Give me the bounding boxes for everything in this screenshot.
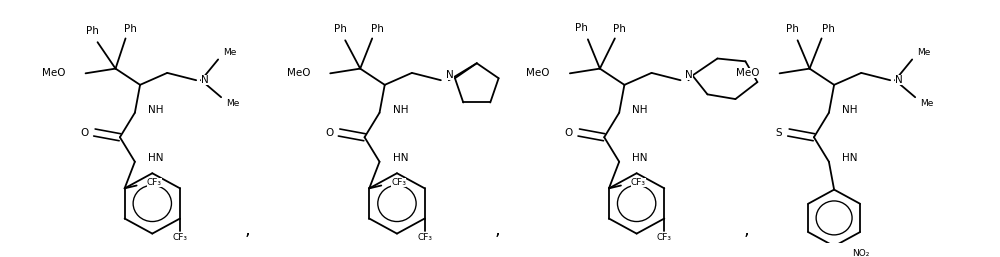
Text: N: N (201, 75, 209, 85)
Text: CF₃: CF₃ (657, 233, 672, 242)
Text: NH: NH (148, 105, 163, 115)
Text: NO₂: NO₂ (852, 249, 869, 257)
Text: CF₃: CF₃ (417, 233, 432, 242)
Text: Ph: Ph (371, 24, 384, 34)
Text: Ph: Ph (575, 23, 588, 33)
Text: Me: Me (917, 48, 931, 57)
Text: MeO: MeO (736, 68, 760, 78)
Text: HN: HN (632, 153, 648, 163)
Text: ,: , (244, 221, 250, 239)
Text: CF₃: CF₃ (391, 178, 406, 187)
Text: MeO: MeO (526, 68, 550, 78)
Text: O: O (565, 127, 573, 137)
Text: Ph: Ph (613, 24, 626, 34)
Text: Me: Me (920, 99, 934, 108)
Text: N: N (685, 70, 693, 80)
Text: O: O (325, 127, 333, 137)
Text: ,: , (744, 221, 750, 239)
Text: MeO: MeO (42, 68, 66, 78)
Text: NH: NH (842, 105, 857, 115)
Text: N: N (895, 75, 903, 85)
Text: Ph: Ph (786, 24, 799, 34)
Text: ,: , (494, 221, 500, 239)
Text: NH: NH (393, 105, 408, 115)
Text: CF₃: CF₃ (147, 178, 162, 187)
Text: NH: NH (632, 105, 648, 115)
Text: Ph: Ph (124, 24, 137, 34)
Text: CF₃: CF₃ (172, 233, 187, 242)
Text: HN: HN (842, 153, 857, 163)
Text: MeO: MeO (287, 68, 310, 78)
Text: O: O (80, 127, 89, 137)
Text: S: S (775, 127, 782, 137)
Text: HN: HN (148, 153, 163, 163)
Text: CF₃: CF₃ (631, 178, 646, 187)
Text: Ph: Ph (334, 24, 347, 34)
Text: Me: Me (226, 99, 239, 108)
Text: Me: Me (223, 48, 237, 57)
Text: N: N (446, 70, 454, 80)
Text: Ph: Ph (822, 24, 835, 34)
Text: HN: HN (393, 153, 408, 163)
Text: Ph: Ph (86, 26, 99, 36)
